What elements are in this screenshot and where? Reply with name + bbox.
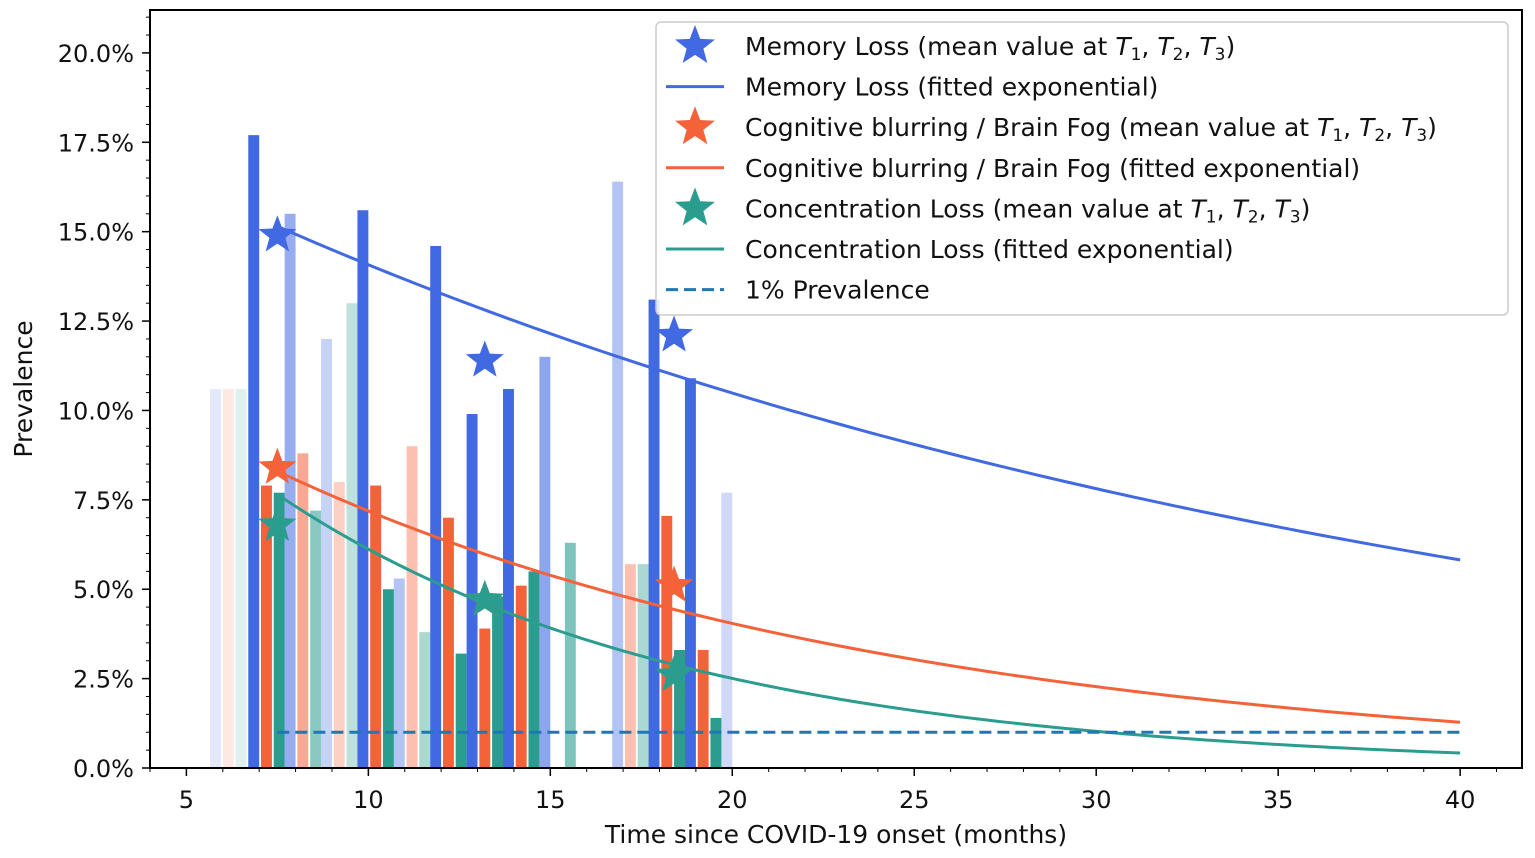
x-tick-label: 30 <box>1081 786 1112 814</box>
x-tick-label: 15 <box>535 786 566 814</box>
x-tick-label: 25 <box>899 786 930 814</box>
mean-star-concentration-t2 <box>465 579 504 617</box>
bar-brainfog-16 <box>406 446 418 768</box>
bar-brainfog-19 <box>442 517 454 768</box>
bar-memory-12 <box>357 210 369 769</box>
legend-label-threshold: 1% Prevalence <box>745 276 930 305</box>
mean-star-brainfog-t3 <box>655 565 694 602</box>
y-tick-label: 15.0% <box>58 219 134 247</box>
bar-concentration-14 <box>382 589 394 768</box>
y-tick-label: 5.0% <box>73 576 134 604</box>
legend-label-concentration: Concentration Loss (mean value at T1, T2… <box>745 194 1310 227</box>
bar-brainfog-1 <box>222 389 234 768</box>
bar-concentration-5 <box>273 492 285 768</box>
fitted-curve-concentration <box>276 493 1461 755</box>
fitted-curve-memory <box>276 224 1461 562</box>
bar-brainfog-36 <box>697 650 709 768</box>
bar-memory-32 <box>648 299 660 768</box>
mean-star-memory-t3 <box>655 315 694 352</box>
y-tick-label: 17.5% <box>58 129 134 157</box>
mean-star-concentration-t3 <box>655 655 694 692</box>
x-axis-label: Time since COVID-19 onset (months) <box>604 820 1067 849</box>
legend: Memory Loss (mean value at T1, T2, T3) Me… <box>655 21 1509 316</box>
bar-brainfog-30 <box>624 564 636 768</box>
legend-star-concentration <box>675 187 715 226</box>
bar-concentration-26 <box>528 571 540 768</box>
bar-concentration-34 <box>674 650 685 768</box>
bar-concentration-11 <box>346 303 358 768</box>
bar-concentration-17 <box>419 632 431 768</box>
bar-memory-35 <box>684 378 696 768</box>
legend-star-brainfog <box>675 106 715 145</box>
bar-memory-3 <box>248 135 260 768</box>
legend-box <box>655 21 1509 316</box>
mean-star-concentration-t1 <box>258 504 297 542</box>
bars-layer <box>210 135 733 769</box>
bar-brainfog-13 <box>370 485 382 768</box>
y-tick-label: 0.0% <box>73 755 134 783</box>
plot-frame <box>149 9 1523 769</box>
axis-ticks: 5 10 15 20 25 30 35 40 0.0% 2.5% 5.0% 7.5% 10.0% 12.5… <box>58 16 1498 814</box>
bar-brainfog-10 <box>333 481 345 768</box>
x-tick-label: 35 <box>1263 786 1294 814</box>
bar-memory-27 <box>539 356 551 768</box>
x-tick-label: 40 <box>1445 786 1476 814</box>
mean-star-memory-t2 <box>465 340 504 377</box>
bar-concentration-20 <box>455 653 467 768</box>
y-tick-label: 10.0% <box>58 397 134 425</box>
mean-star-memory-t1 <box>258 215 297 252</box>
x-tick-label: 5 <box>179 786 194 814</box>
bar-memory-15 <box>393 578 405 768</box>
bar-brainfog-7 <box>297 453 309 768</box>
mean-markers-layer <box>258 215 694 692</box>
legend-label-concentration: Concentration Loss (fitted exponential) <box>745 235 1234 264</box>
legend-label-brainfog: Cognitive blurring / Brain Fog (mean val… <box>745 113 1437 146</box>
bar-memory-38 <box>721 492 733 768</box>
bar-memory-21 <box>466 414 478 768</box>
bar-concentration-2 <box>235 389 247 768</box>
legend-label-memory: Memory Loss (mean value at T1, T2, T3) <box>745 32 1235 65</box>
fitted-curve-brainfog <box>276 469 1461 724</box>
y-axis-label: Prevalence <box>9 320 38 457</box>
y-tick-label: 20.0% <box>58 40 134 68</box>
bar-concentration-28 <box>564 542 576 768</box>
y-tick-label: 12.5% <box>58 308 134 336</box>
bar-concentration-31 <box>637 564 649 768</box>
bar-memory-29 <box>612 181 624 768</box>
bar-brainfog-33 <box>661 515 673 768</box>
y-tick-label: 2.5% <box>73 666 134 694</box>
bar-memory-0 <box>210 389 221 768</box>
bar-memory-6 <box>284 213 296 769</box>
x-tick-label: 10 <box>353 786 384 814</box>
x-tick-label: 20 <box>717 786 748 814</box>
bar-memory-9 <box>321 338 332 768</box>
legend-label-memory: Memory Loss (fitted exponential) <box>745 73 1158 102</box>
legend-star-memory <box>675 25 715 63</box>
y-tick-label: 7.5% <box>73 487 134 515</box>
bar-brainfog-25 <box>515 585 527 768</box>
bar-brainfog-22 <box>479 628 491 768</box>
bar-concentration-37 <box>710 717 722 768</box>
legend-label-brainfog: Cognitive blurring / Brain Fog (fitted e… <box>745 154 1360 183</box>
bar-memory-18 <box>430 245 442 769</box>
mean-star-brainfog-t1 <box>258 447 297 484</box>
bar-memory-24 <box>503 389 514 768</box>
bar-concentration-23 <box>492 596 504 768</box>
bar-concentration-8 <box>310 510 322 768</box>
bar-brainfog-4 <box>261 485 272 768</box>
